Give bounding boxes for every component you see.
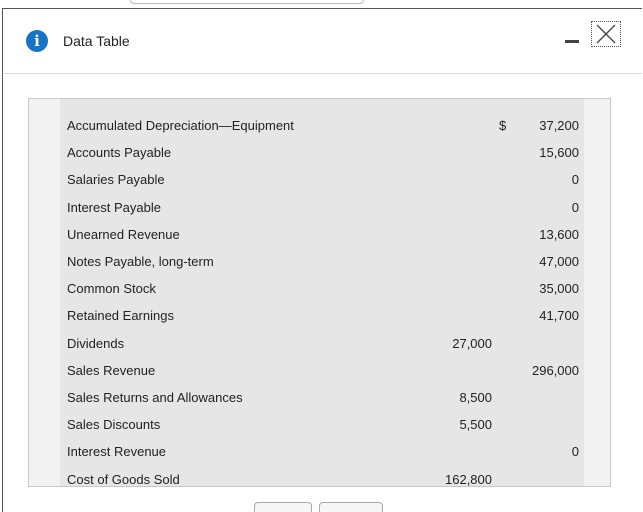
table-row: Interest Revenue 0 xyxy=(29,438,610,465)
debit-amount: 5,500 xyxy=(459,417,492,433)
debit-amount: 162,800 xyxy=(445,471,492,487)
credit-amount: 13,600 xyxy=(539,226,579,242)
account-name: Notes Payable, long-term xyxy=(67,254,214,269)
account-name: Accounts Payable xyxy=(67,145,172,161)
debit-amount: 8,500 xyxy=(459,390,492,405)
credit-amount: 15,600 xyxy=(539,145,579,161)
table-row: Retained Earnings 41,700 xyxy=(29,302,610,329)
table-row: Sales Revenue 296,000 xyxy=(29,357,610,384)
account-name: Common Stock xyxy=(67,281,156,297)
currency-sign: $ xyxy=(499,118,507,133)
account-name: Sales Revenue xyxy=(67,362,156,378)
dialog-title: Data Table xyxy=(63,33,130,49)
debit-amount: 27,000 xyxy=(452,335,492,351)
dialog-header: i Data Table xyxy=(3,9,642,74)
table-row: Dividends 27,000 xyxy=(29,330,610,357)
account-name: Accumulated Depreciation—Equipment xyxy=(67,118,294,133)
account-name: Dividends xyxy=(67,335,125,351)
table-row: Interest Payable 0 xyxy=(29,194,610,221)
table-row: Common Stock 35,000 xyxy=(29,275,610,302)
credit-amount: 0 xyxy=(571,199,579,215)
account-name: Cost of Goods Sold xyxy=(67,471,180,487)
close-button[interactable] xyxy=(591,21,621,47)
credit-amount: 35,000 xyxy=(539,281,579,297)
table-row: Sales Returns and Allowances 8,500 xyxy=(29,384,610,411)
account-name: Interest Revenue xyxy=(67,444,167,460)
table-row: Cost of Goods Sold 162,800 xyxy=(29,466,610,493)
account-name: Sales Returns and Allowances xyxy=(67,390,243,405)
account-name: Salaries Payable xyxy=(67,172,165,188)
table-row: Accumulated Depreciation—Equipment $37,20… xyxy=(29,112,610,139)
button[interactable] xyxy=(319,502,383,512)
background-tab xyxy=(130,0,364,4)
credit-amount: 41,700 xyxy=(539,308,579,324)
info-icon: i xyxy=(26,30,48,52)
account-name: Unearned Revenue xyxy=(67,226,180,242)
credit-amount: 0 xyxy=(571,172,579,188)
credit-amount: 296,000 xyxy=(532,362,579,378)
data-table: Accumulated Depreciation—Equipment $37,20… xyxy=(28,98,611,487)
credit-amount: 37,200 xyxy=(539,118,579,133)
account-name: Retained Earnings xyxy=(67,308,174,324)
table-row: Accounts Payable 15,600 xyxy=(29,139,610,166)
table-row: Sales Discounts 5,500 xyxy=(29,411,610,438)
table-row: Unearned Revenue 13,600 xyxy=(29,221,610,248)
account-name: Interest Payable xyxy=(67,199,161,215)
table-row: Notes Payable, long-term 47,000 xyxy=(29,248,610,275)
table-shade xyxy=(60,99,584,486)
credit-amount: 47,000 xyxy=(539,254,579,269)
table-row: Salaries Payable 0 xyxy=(29,166,610,193)
credit-amount: 0 xyxy=(571,444,579,460)
minimize-button[interactable] xyxy=(565,40,579,43)
button[interactable] xyxy=(254,502,312,512)
account-name: Sales Discounts xyxy=(67,417,161,433)
close-icon xyxy=(596,24,616,44)
dialog: i Data Table Accumulated Depreciation—Eq… xyxy=(2,8,642,512)
